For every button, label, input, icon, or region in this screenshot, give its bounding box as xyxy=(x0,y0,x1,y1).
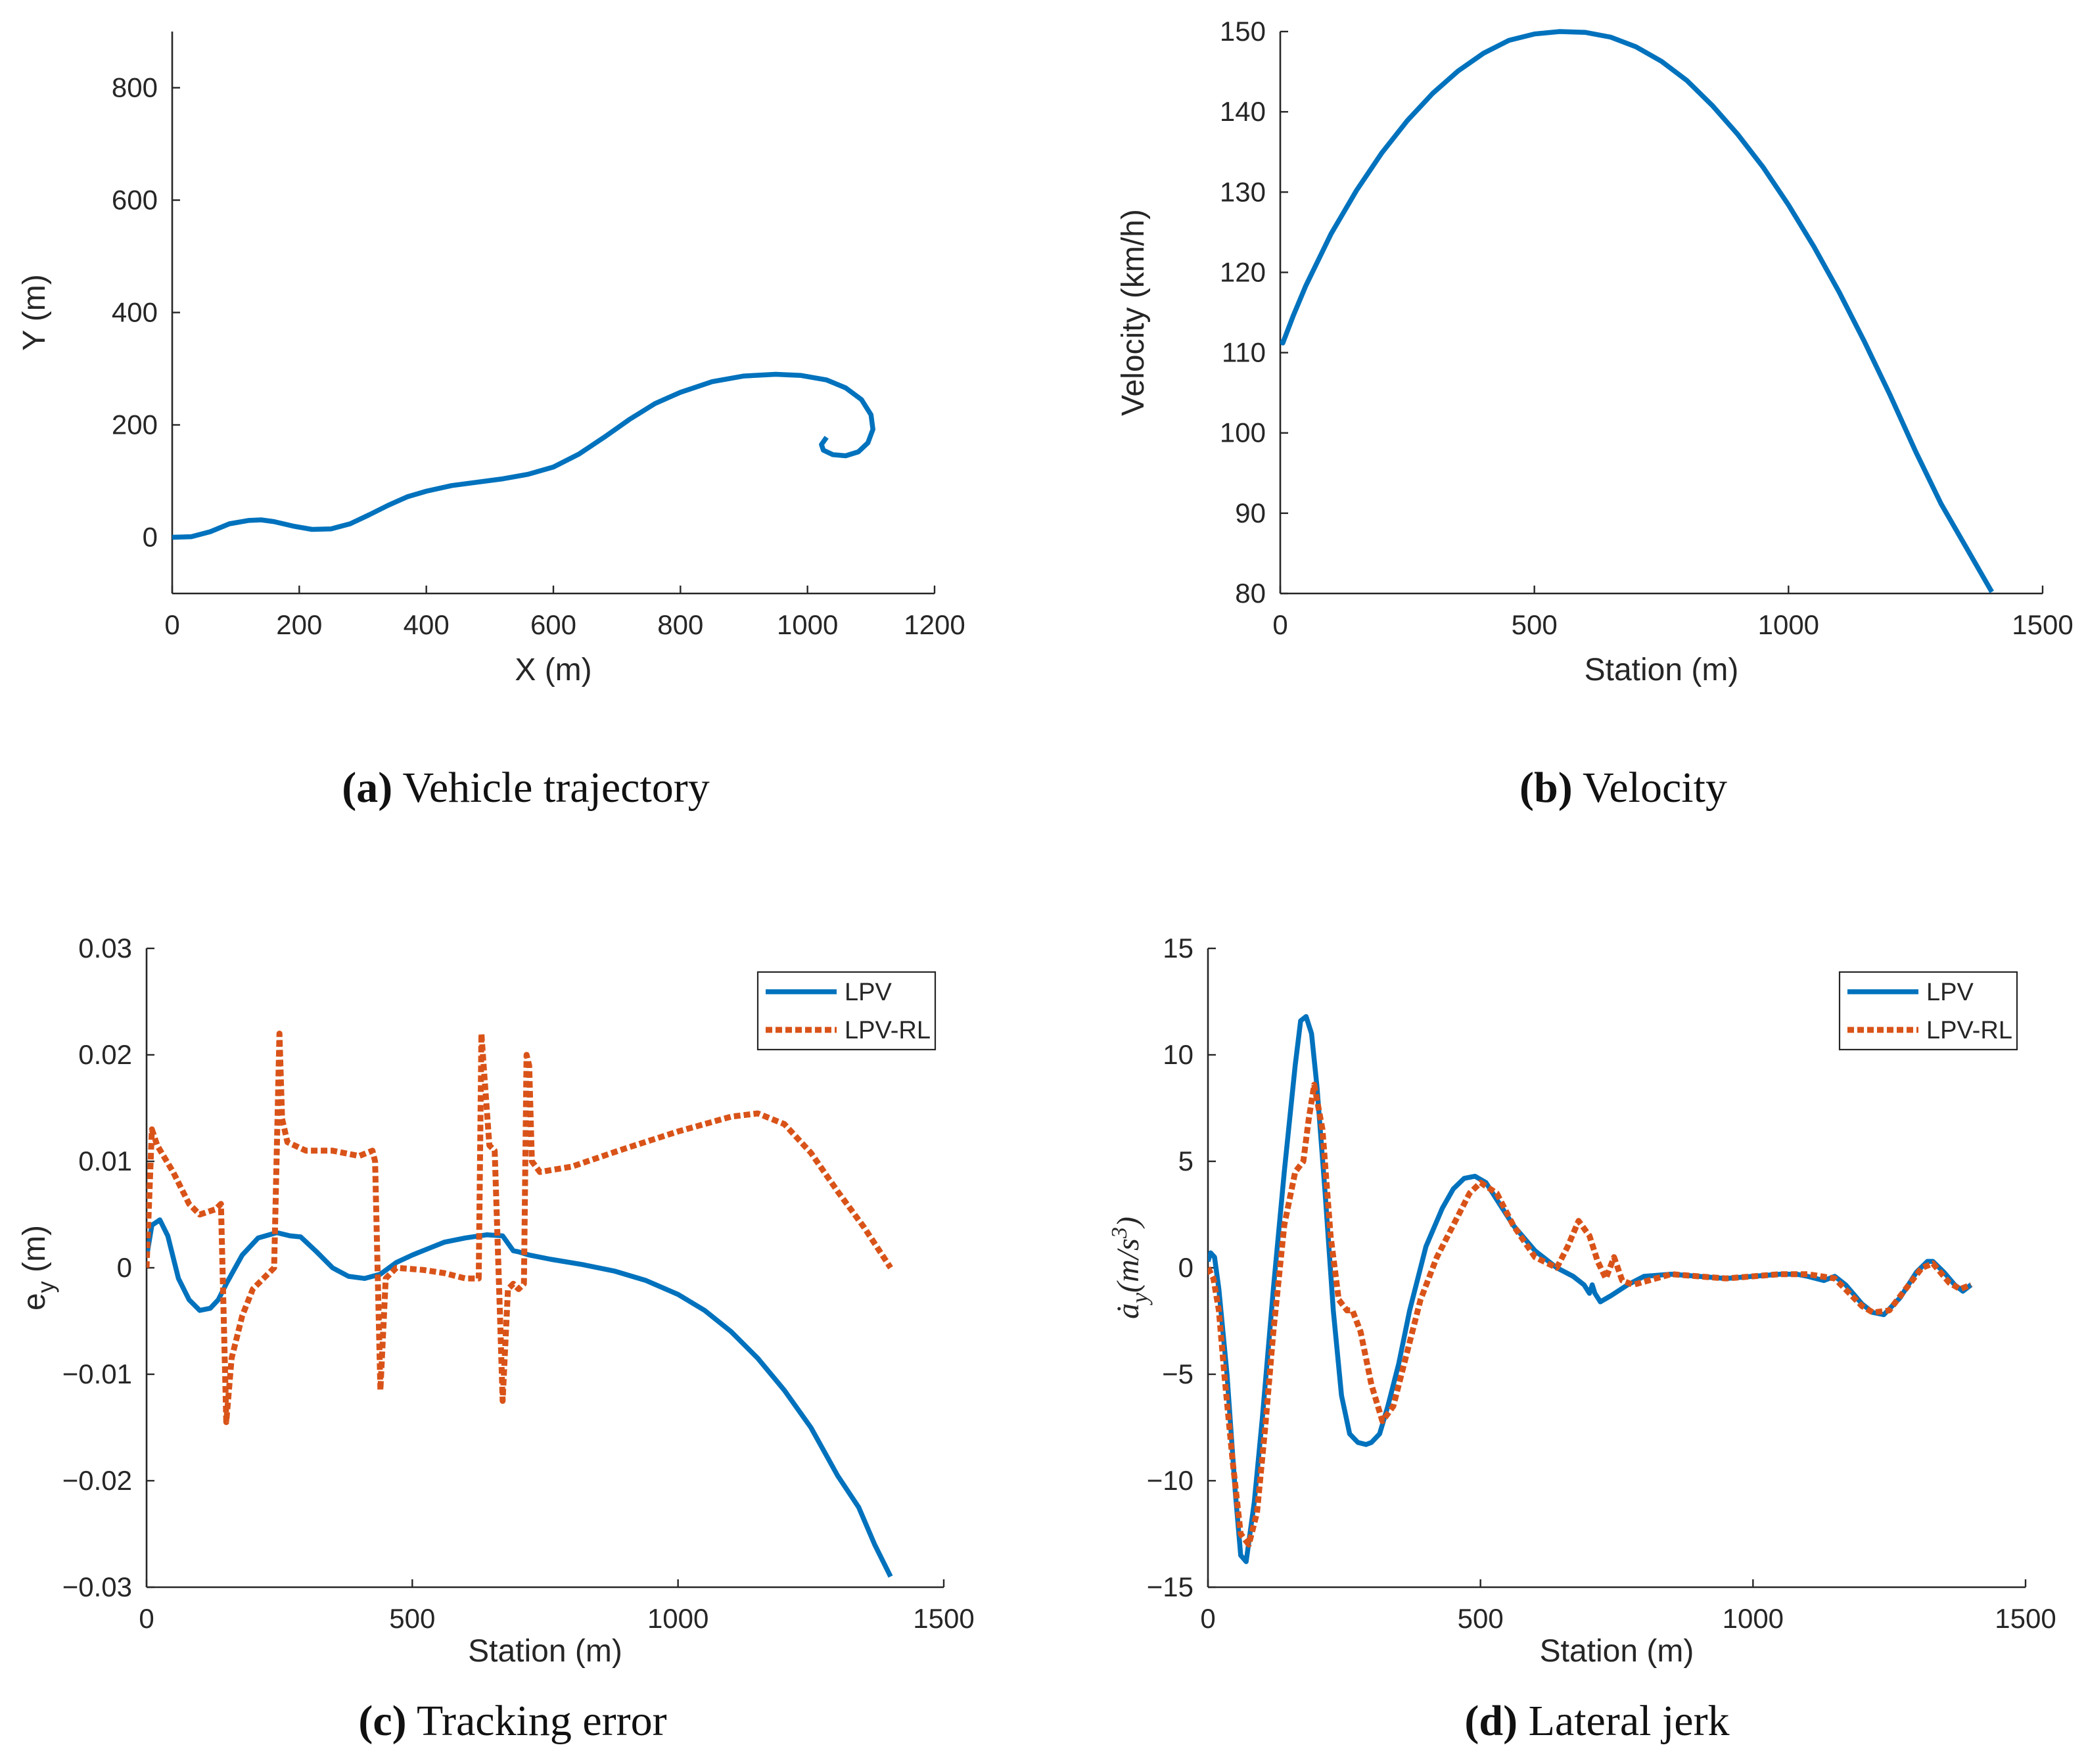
legend: LPV LPV-RL xyxy=(1838,971,2018,1051)
y-tick-label: 110 xyxy=(1222,337,1266,368)
y-axis-label: Velocity (km/h) xyxy=(1116,209,1151,416)
x-tick-label: 0 xyxy=(139,1603,154,1634)
series-line-trajectory xyxy=(172,371,875,540)
y-tick-label: 0.03 xyxy=(78,933,132,963)
series-line-lpv xyxy=(147,1217,893,1578)
y-tick-label: 600 xyxy=(112,185,158,216)
y-tick-label: 5 xyxy=(1178,1146,1194,1176)
chart-caption: (c) Tracking error xyxy=(358,1697,666,1745)
x-tick-label: 1500 xyxy=(913,1603,974,1634)
series-line-lpv xyxy=(1208,1013,1973,1564)
series-line-lpv-rl xyxy=(147,1031,893,1426)
x-tick-label: 400 xyxy=(404,609,450,640)
legend-label: LPV-RL xyxy=(845,1017,931,1044)
x-tick-label: 1000 xyxy=(647,1603,708,1634)
x-tick-label: 1000 xyxy=(1758,609,1819,640)
y-axis-label: ȧy(m/s3) xyxy=(1107,1217,1153,1319)
chart-c: 0 500 1000 1500 −0.03 −0.02 −0.01 0 0.01 0.02 0.03… xyxy=(17,933,975,1745)
y-tick-label: 90 xyxy=(1235,498,1266,528)
y-tick-label: −0.03 xyxy=(62,1571,132,1602)
y-tick-label: 800 xyxy=(112,72,158,103)
chart-caption: (b) Velocity xyxy=(1519,764,1727,812)
x-tick-label: 500 xyxy=(389,1603,435,1634)
y-tick-label: −0.02 xyxy=(62,1465,132,1496)
y-tick-label: 120 xyxy=(1220,256,1266,287)
x-axis-label: X (m) xyxy=(515,653,591,687)
x-tick-label: 1500 xyxy=(2012,609,2073,640)
x-tick-label: 1500 xyxy=(1995,1603,2056,1634)
chart-b: 0 500 1000 1500 80 90 100 110 120 130 140 150 Statio… xyxy=(1116,16,2074,812)
chart-a: 0 200 400 600 800 1000 1200 0 200 400 600 800 X (m) Y… xyxy=(17,32,965,812)
y-tick-label: 0.01 xyxy=(78,1146,132,1176)
x-tick-label: 500 xyxy=(1458,1603,1504,1634)
y-tick-label: −10 xyxy=(1147,1465,1194,1496)
y-tick-label: 150 xyxy=(1220,16,1266,47)
y-tick-label: −0.01 xyxy=(62,1358,132,1389)
y-tick-label: 140 xyxy=(1220,96,1266,127)
y-tick-label: 0 xyxy=(143,522,158,553)
x-tick-label: 500 xyxy=(1512,609,1558,640)
x-tick-label: 1000 xyxy=(777,609,838,640)
y-tick-label: −15 xyxy=(1147,1571,1194,1602)
legend-box xyxy=(1838,971,2018,1051)
x-tick-label: 600 xyxy=(530,609,576,640)
x-tick-label: 0 xyxy=(1200,1603,1215,1634)
y-tick-label: 200 xyxy=(112,409,158,440)
x-tick-label: 0 xyxy=(164,609,179,640)
legend: LPV LPV-RL xyxy=(756,971,937,1051)
y-axis-label: Y (m) xyxy=(17,274,52,350)
y-tick-label: 0 xyxy=(1178,1252,1194,1283)
y-tick-label: 130 xyxy=(1220,176,1266,207)
y-tick-label: 10 xyxy=(1163,1039,1194,1070)
x-axis-label: Station (m) xyxy=(1585,653,1739,687)
y-tick-label: −5 xyxy=(1162,1358,1194,1389)
chart-d: 0 500 1000 1500 −15 −10 −5 0 5 10 15 Station (m) ȧy(… xyxy=(1107,933,2056,1745)
y-tick-label: 400 xyxy=(112,297,158,328)
series-line-velocity xyxy=(1280,29,1994,593)
x-axis-label: Station (m) xyxy=(1540,1634,1694,1669)
y-axis-label: ey (m) xyxy=(17,1225,59,1311)
legend-label: LPV xyxy=(1926,979,1974,1006)
y-tick-label: 0 xyxy=(117,1252,132,1283)
series-line-lpv-rl xyxy=(1208,1081,1972,1548)
x-axis-label: Station (m) xyxy=(468,1634,622,1669)
y-tick-label: 15 xyxy=(1163,933,1194,963)
y-tick-label: 80 xyxy=(1235,578,1266,609)
x-tick-label: 1000 xyxy=(1723,1603,1784,1634)
chart-caption: (a) Vehicle trajectory xyxy=(342,764,710,812)
legend-label: LPV-RL xyxy=(1926,1017,2012,1044)
x-tick-label: 1200 xyxy=(904,609,965,640)
x-tick-label: 200 xyxy=(276,609,322,640)
legend-box xyxy=(756,971,937,1051)
x-tick-label: 0 xyxy=(1272,609,1287,640)
x-tick-label: 800 xyxy=(657,609,703,640)
y-tick-label: 100 xyxy=(1220,417,1266,448)
legend-label: LPV xyxy=(845,979,892,1006)
chart-caption: (d) Lateral jerk xyxy=(1464,1697,1729,1745)
y-tick-label: 0.02 xyxy=(78,1039,132,1070)
